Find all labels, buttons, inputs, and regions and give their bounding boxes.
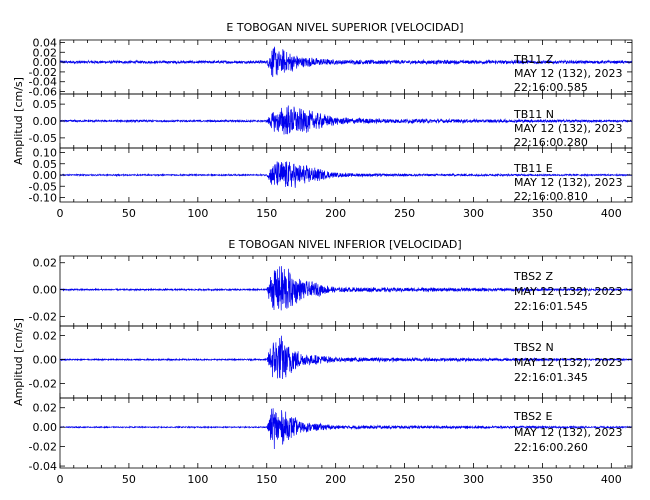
channel-label: TBS2 Z	[513, 270, 554, 283]
y-tick-label: 0.02	[33, 330, 58, 343]
panel-inferior-n: TBS2 N MAY 12 (132), 2023 22:16:01.345 0…	[29, 325, 633, 399]
y-tick-label: -0.02	[29, 311, 57, 324]
y-tick-label: 0.04	[33, 36, 58, 49]
trace-line	[59, 266, 633, 311]
channel-label: TB11 E	[513, 162, 553, 175]
time-label: 22:16:00.585	[514, 81, 588, 94]
y-tick-label: 0.00	[33, 354, 58, 367]
y-tick-label: 0.00	[33, 56, 58, 69]
panel-inferior-z: TBS2 Z MAY 12 (132), 2023 22:16:01.545 0…	[29, 255, 633, 327]
x-axis-superior: 0 50 100 150 200 250 300 350 400	[57, 207, 622, 220]
chart-title-superior: E TOBOGAN NIVEL SUPERIOR [VELOCIDAD]	[226, 21, 463, 34]
date-label: MAY 12 (132), 2023	[514, 67, 622, 80]
y-tick-label: 0.05	[33, 98, 58, 111]
channel-label: TBS2 N	[513, 341, 554, 354]
y-tick-label: -0.05	[29, 132, 57, 145]
y-tick-label: 0.10	[33, 147, 58, 160]
date-label: MAY 12 (132), 2023	[514, 122, 622, 135]
x-tick-label: 100	[187, 207, 208, 220]
y-tick-label: -0.05	[29, 180, 57, 193]
channel-label: TB11 N	[513, 108, 554, 121]
x-tick-label: 150	[256, 207, 277, 220]
time-label: 22:16:00.280	[514, 136, 588, 149]
y-tick-label: -0.04	[29, 76, 57, 89]
date-label: MAY 12 (132), 2023	[514, 176, 622, 189]
panel-superior-n: TB11 N MAY 12 (132), 2023 22:16:00.280 0…	[29, 93, 633, 149]
x-tick-label: 0	[57, 207, 64, 220]
panel-superior-z: TB11 Z MAY 12 (132), 2023 22:16:00.585 0…	[29, 36, 633, 99]
x-tick-label: 300	[463, 473, 484, 486]
x-tick-label: 250	[394, 207, 415, 220]
date-label: MAY 12 (132), 2023	[514, 285, 622, 298]
y-tick-label: 0.00	[33, 284, 58, 297]
channel-label: TBS2 E	[513, 410, 553, 423]
date-label: MAY 12 (132), 2023	[514, 356, 622, 369]
y-axis-label-inferior: Amplitud [cm/s]	[12, 318, 25, 406]
time-label: 22:16:01.545	[514, 300, 588, 313]
x-tick-label: 400	[601, 473, 622, 486]
y-tick-label: -0.10	[29, 192, 57, 205]
x-tick-label: 100	[187, 473, 208, 486]
panel-superior-e: TB11 E MAY 12 (132), 2023 22:16:00.810 0…	[29, 147, 633, 205]
time-label: 22:16:00.260	[514, 441, 588, 454]
trace-line	[59, 105, 633, 135]
x-tick-label: 150	[256, 473, 277, 486]
y-tick-label: -0.06	[29, 86, 57, 99]
time-label: 22:16:00.810	[514, 190, 588, 203]
x-tick-label: 350	[532, 473, 553, 486]
chart-title-inferior: E TOBOGAN NIVEL INFERIOR [VELOCIDAD]	[228, 238, 461, 251]
y-tick-label: -0.04	[29, 460, 57, 473]
x-tick-label: 400	[601, 207, 622, 220]
x-tick-label: 350	[532, 207, 553, 220]
y-tick-label: -0.02	[29, 66, 57, 79]
y-tick-label: 0.05	[33, 158, 58, 171]
trace-line	[59, 46, 633, 78]
x-tick-label: 50	[122, 207, 136, 220]
x-tick-label: 200	[325, 207, 346, 220]
x-axis-inferior: 0 50 100 150 200 250 300 350 400	[57, 473, 622, 486]
y-tick-label: 0.02	[33, 46, 58, 59]
y-tick-label: -0.02	[29, 441, 57, 454]
trace-line	[59, 335, 633, 380]
date-label: MAY 12 (132), 2023	[514, 426, 622, 439]
panel-inferior-e: TBS2 E MAY 12 (132), 2023 22:16:00.260 0…	[29, 397, 633, 473]
time-label: 22:16:01.345	[514, 371, 588, 384]
y-tick-label: 0.02	[33, 402, 58, 415]
trace-line	[59, 161, 633, 188]
x-tick-label: 200	[325, 473, 346, 486]
y-tick-label: 0.02	[33, 257, 58, 270]
x-tick-label: 250	[394, 473, 415, 486]
trace-line	[59, 408, 633, 450]
y-tick-label: -0.02	[29, 378, 57, 391]
x-tick-label: 50	[122, 473, 136, 486]
y-tick-label: 0.00	[33, 421, 58, 434]
x-tick-label: 0	[57, 473, 64, 486]
y-axis-label-superior: Amplitud [cm/s]	[12, 77, 25, 165]
x-tick-label: 300	[463, 207, 484, 220]
y-tick-label: 0.00	[33, 115, 58, 128]
panel-frame	[59, 397, 633, 469]
channel-label: TB11 Z	[513, 53, 554, 66]
y-tick-label: 0.00	[33, 169, 58, 182]
